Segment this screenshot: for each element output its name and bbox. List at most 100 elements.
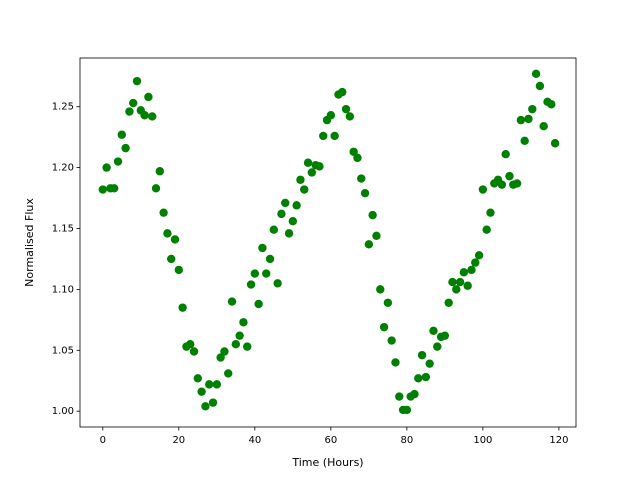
point <box>98 185 108 194</box>
point <box>197 387 206 396</box>
x-tick-label: 120 <box>549 435 568 446</box>
point <box>117 130 127 139</box>
point <box>155 167 165 176</box>
point <box>505 171 514 181</box>
point <box>288 216 298 226</box>
point <box>459 268 469 277</box>
point <box>235 331 244 340</box>
point <box>452 285 461 294</box>
point <box>486 208 495 217</box>
point <box>307 168 317 177</box>
point <box>368 210 377 220</box>
point <box>402 405 412 415</box>
point <box>163 229 172 238</box>
point <box>186 339 195 349</box>
point <box>208 398 218 407</box>
point <box>550 139 560 148</box>
point <box>383 298 393 307</box>
x-tick-label: 80 <box>400 435 413 446</box>
point <box>528 104 537 114</box>
x-tick-label: 100 <box>473 435 492 446</box>
plot-frame <box>79 57 577 428</box>
point <box>231 339 241 349</box>
point <box>148 112 157 121</box>
point <box>345 112 355 121</box>
point <box>292 201 301 210</box>
point <box>547 100 556 109</box>
point <box>501 150 510 159</box>
point <box>246 280 256 289</box>
point <box>444 298 453 307</box>
point <box>463 281 472 290</box>
point <box>425 359 434 368</box>
point <box>254 299 263 309</box>
point <box>303 158 313 167</box>
y-tick-label: 1.15 <box>52 223 74 234</box>
point <box>391 358 400 367</box>
point <box>512 179 522 188</box>
point <box>243 342 252 351</box>
point <box>159 208 168 217</box>
point <box>129 98 138 108</box>
point <box>364 240 374 249</box>
point <box>262 269 271 278</box>
x-tick-label: 0 <box>100 435 106 446</box>
point <box>395 392 404 401</box>
point <box>140 111 149 120</box>
point <box>212 380 222 389</box>
point <box>277 209 286 219</box>
point <box>482 225 491 234</box>
point <box>189 347 199 356</box>
point <box>265 254 275 264</box>
point <box>319 131 328 141</box>
point <box>258 243 267 253</box>
point <box>478 185 488 194</box>
point <box>121 143 130 153</box>
point <box>174 265 184 275</box>
point <box>414 374 423 383</box>
y-tick-label: 1.10 <box>52 284 74 295</box>
point <box>239 318 248 327</box>
point <box>220 347 229 356</box>
point <box>281 198 290 208</box>
x-tick-label: 40 <box>248 435 261 446</box>
point <box>110 184 119 193</box>
point <box>250 269 260 278</box>
point <box>296 175 305 184</box>
x-axis-label: Time (Hours) <box>291 456 363 469</box>
point <box>315 162 324 171</box>
point <box>341 104 351 114</box>
point <box>379 322 389 332</box>
point <box>125 107 134 116</box>
point <box>357 174 366 183</box>
point <box>167 254 176 264</box>
point <box>300 185 309 194</box>
y-tick-label: 1.25 <box>52 102 74 113</box>
point <box>497 180 507 189</box>
y-tick-label: 1.20 <box>52 163 74 174</box>
point <box>284 229 294 238</box>
point <box>144 92 153 102</box>
point <box>360 188 370 198</box>
point <box>113 157 123 166</box>
point <box>178 303 187 312</box>
point <box>102 163 111 172</box>
point <box>353 153 362 163</box>
point <box>205 380 214 389</box>
point <box>471 258 480 267</box>
point <box>269 225 279 234</box>
point <box>132 76 142 86</box>
point <box>201 402 210 411</box>
point <box>216 353 225 362</box>
point <box>330 131 339 141</box>
point <box>349 147 358 156</box>
point <box>429 326 438 335</box>
y-tick-label: 1.00 <box>52 406 74 417</box>
point <box>516 115 526 125</box>
point <box>455 277 465 287</box>
point <box>417 350 427 360</box>
point <box>440 331 450 340</box>
point <box>193 374 203 383</box>
point <box>520 136 529 146</box>
point <box>535 81 545 91</box>
